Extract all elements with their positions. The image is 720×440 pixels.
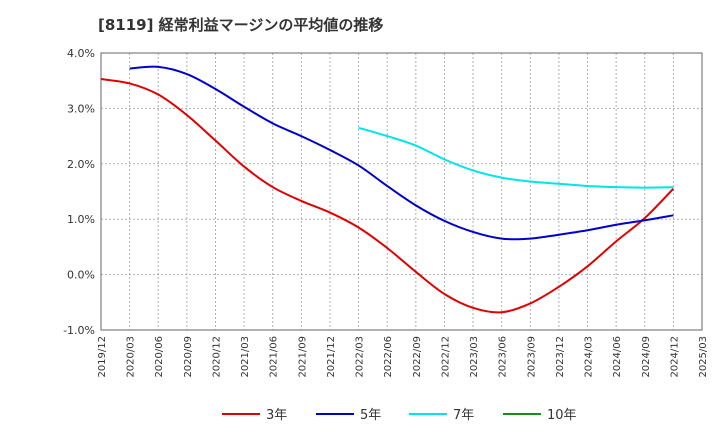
x-tick-label: 2023/03 (469, 336, 480, 378)
legend-label-0: 3年 (266, 408, 287, 423)
series-lines (100, 65, 675, 314)
legend: 3年 5年 7年 10年 (222, 408, 577, 423)
y-tick-label: 1.0% (67, 213, 95, 226)
x-tick-label: 2020/12 (211, 336, 222, 378)
series-line-1 (129, 65, 674, 241)
x-tick-label: 2022/03 (355, 336, 366, 378)
axes: -1.0% 0.0% 1.0% 2.0% 3.0% 4.0% 2019/12 2020/03 2… (63, 47, 709, 378)
x-tick-label: 2024/09 (641, 336, 652, 378)
grid-lines (101, 53, 702, 330)
x-tick-label: 2022/09 (412, 336, 423, 378)
plot-area-border (100, 52, 703, 331)
x-tick-label: 2023/09 (526, 336, 537, 378)
y-tick-label: -1.0% (63, 324, 95, 337)
x-tick-label: 2023/06 (498, 336, 509, 378)
x-tick-label: 2022/12 (440, 336, 451, 378)
x-tick-label: 2024/03 (584, 336, 595, 378)
x-tick-label: 2024/12 (669, 336, 680, 378)
x-tick-label: 2020/09 (183, 336, 194, 378)
series-line-2 (358, 126, 674, 189)
y-tick-label: 4.0% (67, 47, 95, 60)
x-tick-label: 2021/12 (326, 336, 337, 378)
legend-label-2: 7年 (453, 408, 474, 423)
x-tick-label: 2021/09 (297, 336, 308, 378)
y-tick-label: 3.0% (67, 102, 95, 115)
y-tick-label: 2.0% (67, 158, 95, 171)
x-tick-label: 2020/03 (126, 336, 137, 378)
series-line-0 (100, 78, 675, 314)
x-tick-label: 2021/03 (240, 336, 251, 378)
x-tick-label: 2020/06 (154, 336, 165, 378)
legend-label-3: 10年 (547, 408, 577, 423)
y-tick-label: 0.0% (67, 269, 95, 282)
x-tick-label: 2019/12 (97, 336, 108, 378)
x-tick-label: 2022/06 (383, 336, 394, 378)
x-tick-label: 2024/06 (612, 336, 623, 378)
x-tick-label: 2023/12 (555, 336, 566, 378)
x-tick-label: 2025/03 (698, 336, 709, 378)
chart-title: [8119] 経常利益マージンの平均値の推移 (98, 16, 384, 34)
x-tick-label: 2021/06 (269, 336, 280, 378)
legend-label-1: 5年 (360, 408, 381, 423)
